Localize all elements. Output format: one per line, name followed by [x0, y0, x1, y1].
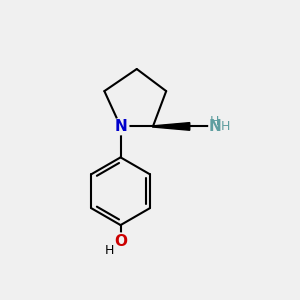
Circle shape	[112, 233, 129, 250]
Circle shape	[209, 113, 236, 140]
Text: H: H	[210, 115, 220, 128]
Text: N: N	[208, 119, 221, 134]
Text: N: N	[114, 119, 127, 134]
Circle shape	[112, 118, 129, 135]
Text: O: O	[114, 234, 127, 249]
Polygon shape	[153, 123, 190, 130]
Text: H: H	[221, 120, 230, 133]
Text: H: H	[105, 244, 114, 256]
